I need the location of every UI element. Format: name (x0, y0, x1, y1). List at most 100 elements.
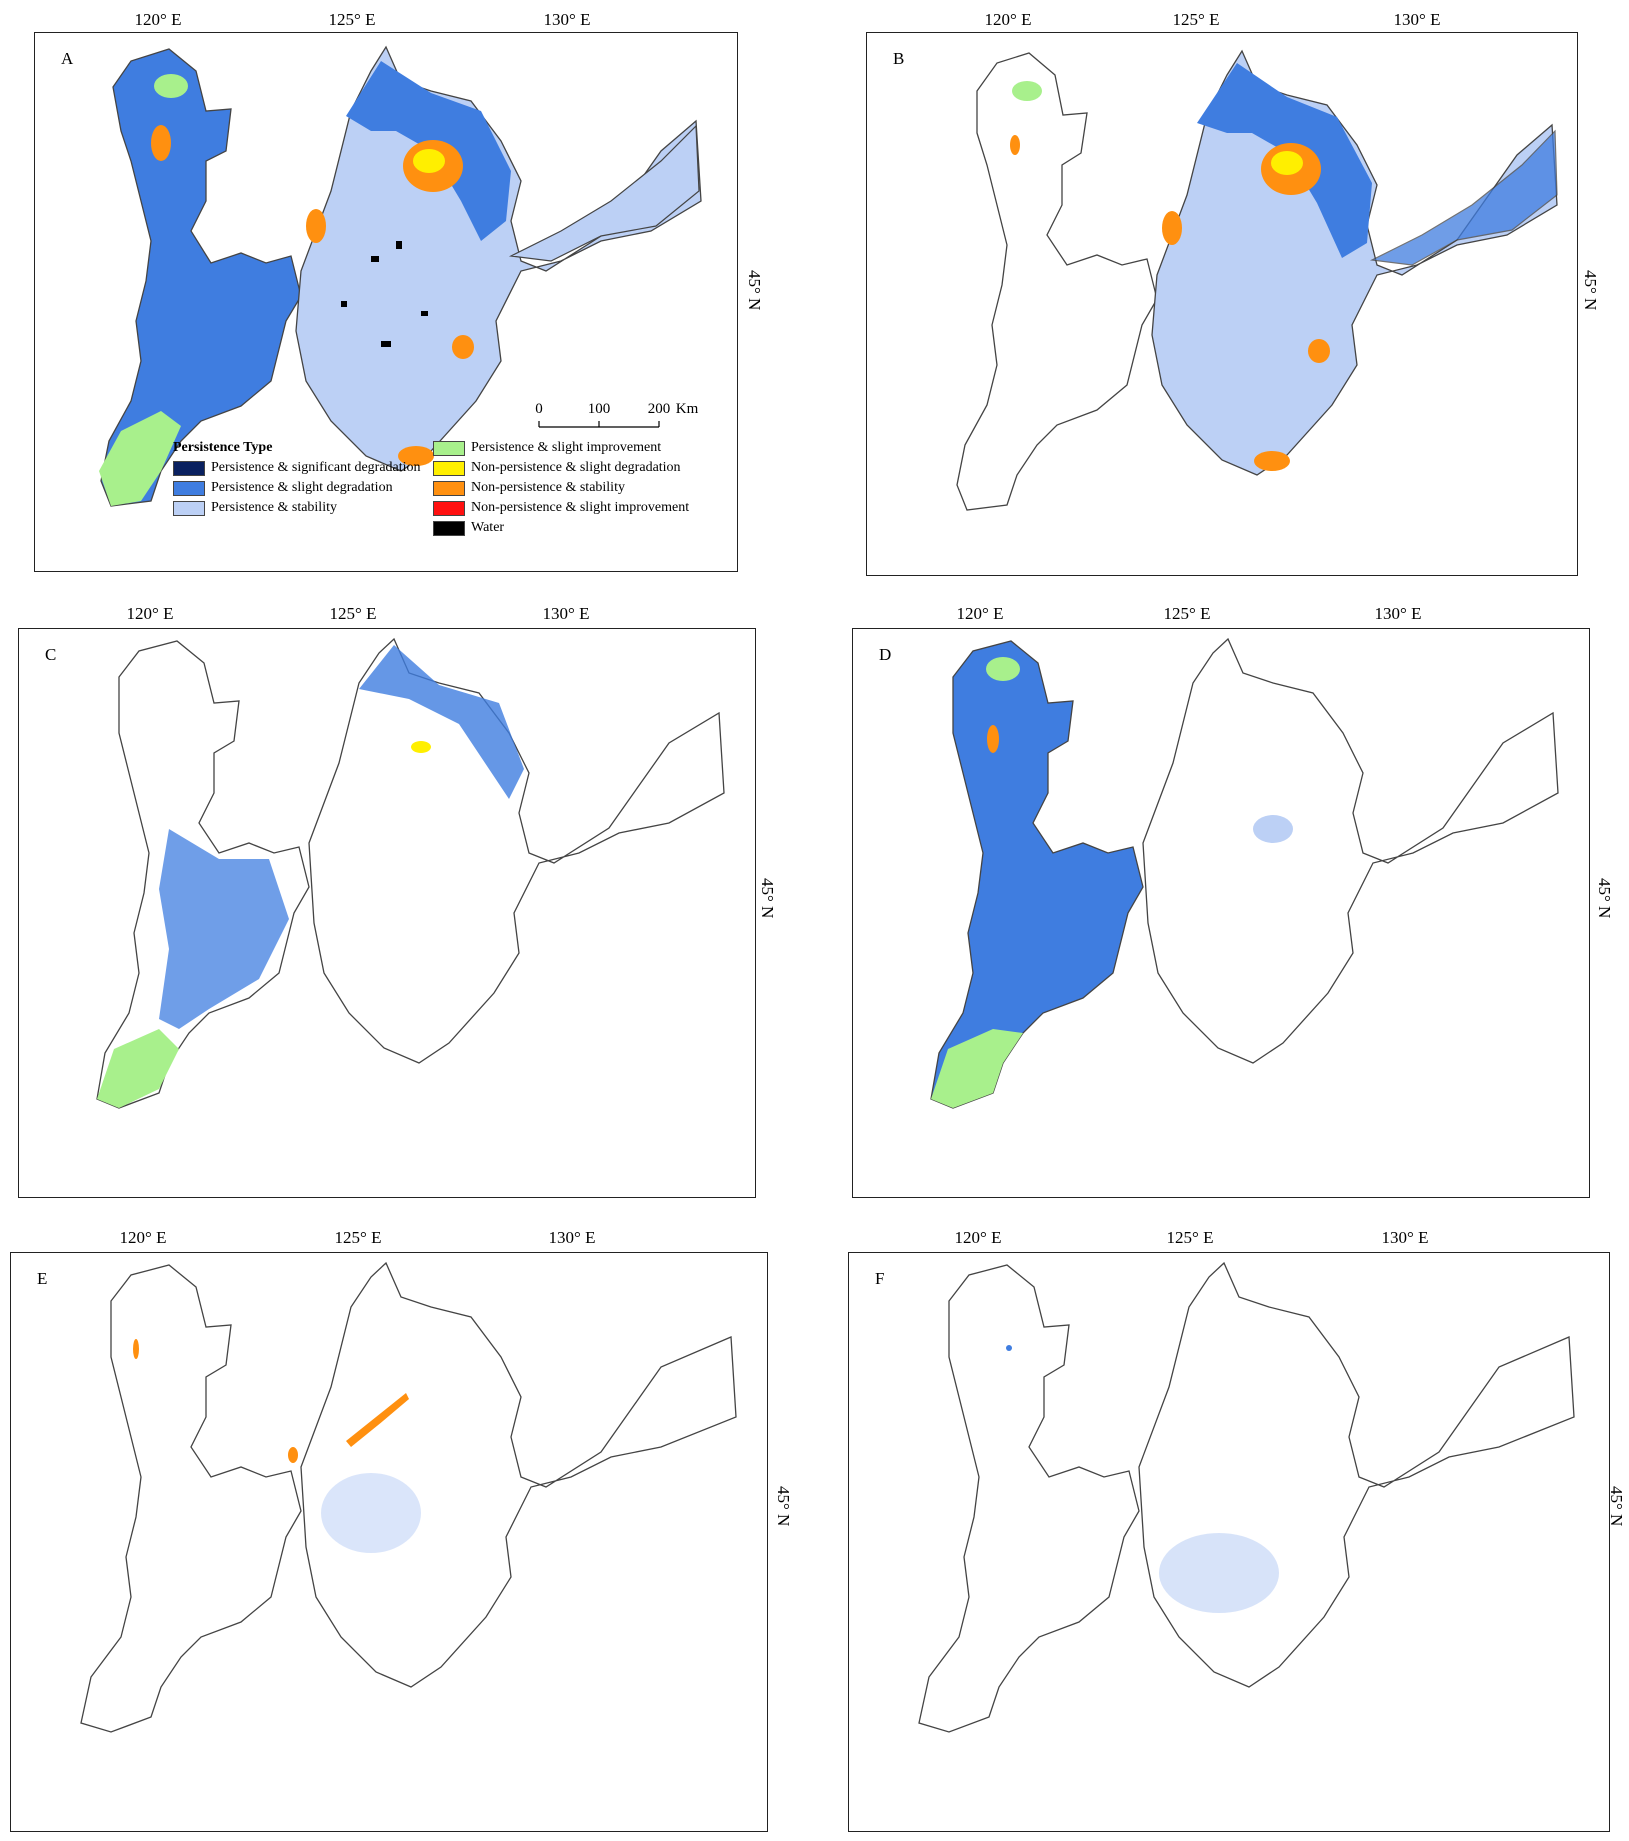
patch-yellow-a1 (413, 149, 445, 173)
patch-orange-e1 (346, 1393, 409, 1447)
lon-label-d-125: 125° E (1163, 604, 1211, 623)
lat-label-d: 45° N (1595, 878, 1614, 919)
lon-label-b-125: 125° E (1172, 10, 1220, 29)
legend-label: Non-persistence & stability (471, 480, 625, 495)
region-west-f (918, 1264, 1140, 1733)
region-west-b (956, 52, 1158, 511)
region-central-e (300, 1261, 737, 1688)
region-central-rim-b (1197, 63, 1372, 258)
legend-item-non-persistence-stability: Non-persistence & stability (433, 480, 625, 496)
patch-stability-d (1253, 815, 1293, 843)
map-panel-d: D (852, 628, 1590, 1198)
patch-orange-d (987, 725, 999, 753)
lon-label-c-130: 130° E (542, 604, 590, 623)
legend-swatch (433, 460, 465, 476)
scale-tick-0: 0 (535, 401, 543, 417)
lon-label-f-120: 120° E (954, 1228, 1002, 1247)
patch-orange-b2 (1162, 211, 1182, 245)
patch-orange-b5 (1010, 135, 1020, 155)
map-panel-f: F (848, 1252, 1610, 1832)
lat-label-b: 45° N (1581, 270, 1600, 311)
region-central-f (1138, 1261, 1575, 1688)
legend-swatch (173, 480, 205, 496)
lon-label-f-125: 125° E (1166, 1228, 1214, 1247)
lat-label-c: 45° N (758, 878, 777, 919)
lat-label-f: 45° N (1607, 1486, 1626, 1527)
map-panel-b: B (866, 32, 1578, 576)
legend-title: Persistence Type (173, 440, 273, 455)
legend-label: Non-persistence & slight degradation (471, 460, 681, 475)
patch-green-c (97, 1029, 179, 1108)
region-east-arm-b (1369, 129, 1558, 266)
region-central-c (308, 637, 725, 1064)
patch-blue-c2 (159, 829, 289, 1029)
patch-water-a5 (421, 311, 428, 316)
legend-swatch (433, 440, 465, 456)
map-f-regions (918, 1261, 1575, 1733)
scale-bar: 0 100 200 Km (529, 401, 709, 445)
panel-letter-b: B (893, 49, 905, 68)
lon-label-c-120: 120° E (126, 604, 174, 623)
legend-label: Persistence & slight degradation (211, 480, 393, 495)
patch-stability-e (321, 1473, 421, 1553)
lon-label-b-130: 130° E (1393, 10, 1441, 29)
patch-orange-e3 (133, 1339, 139, 1359)
patch-green-d (931, 1029, 1023, 1108)
region-central-d (1142, 637, 1559, 1064)
legend-label: Water (471, 520, 505, 535)
scale-tick-200: 200 (647, 401, 671, 417)
region-southwest-green-a (99, 411, 181, 506)
patch-water-a4 (341, 301, 347, 307)
legend: Persistence Type Persistence & significa… (133, 438, 733, 568)
patch-blue-f (1006, 1345, 1012, 1351)
legend-swatch (173, 460, 205, 476)
lon-label-e-125: 125° E (334, 1228, 382, 1247)
patch-orange-a3 (306, 209, 326, 243)
legend-item-water: Water (433, 520, 504, 536)
patch-orange-a2 (151, 125, 171, 161)
legend-item-slight-improvement: Persistence & slight improvement (433, 440, 661, 456)
patch-stability-f (1159, 1533, 1279, 1613)
map-panel-a: A 0 100 200 Km Persistence Type Persiste… (34, 32, 738, 572)
map-a-regions (99, 45, 702, 507)
map-b-regions (956, 49, 1558, 511)
patch-orange-a4 (452, 335, 474, 359)
patch-orange-e2 (288, 1447, 298, 1463)
patch-water-a3 (381, 341, 391, 347)
legend-label: Persistence & slight improvement (471, 440, 662, 455)
patch-water-a1 (371, 256, 379, 262)
lat-label-a: 45° N (745, 270, 764, 311)
legend-label: Non-persistence & slight improvement (471, 500, 690, 515)
panel-letter-f: F (875, 1269, 885, 1288)
legend-swatch (173, 500, 205, 516)
scale-unit: Km (675, 401, 699, 417)
region-central-rim-a (346, 61, 511, 241)
legend-label: Persistence & stability (211, 500, 337, 515)
patch-water-a2 (396, 241, 402, 249)
patch-blue-c1 (359, 645, 524, 799)
panel-letter-a: A (61, 49, 74, 68)
legend-swatch (433, 520, 465, 536)
patch-green-a (154, 74, 188, 98)
patch-orange-a5 (398, 446, 434, 466)
panel-letter-c: C (45, 645, 57, 664)
map-c-regions (96, 637, 725, 1109)
legend-swatch (433, 500, 465, 516)
legend-item-significant-degradation: Persistence & significant degradation (173, 460, 421, 476)
map-panel-e: E (10, 1252, 768, 1832)
region-west-d (930, 640, 1144, 1109)
patch-orange-b3 (1308, 339, 1330, 363)
patch-green-d2 (986, 657, 1020, 681)
map-d-regions (930, 637, 1559, 1109)
map-panel-c: C (18, 628, 756, 1198)
legend-item-slight-degradation: Persistence & slight degradation (173, 480, 393, 496)
region-west-a (100, 48, 302, 507)
lat-label-e: 45° N (774, 1486, 793, 1527)
lon-label-b-120: 120° E (984, 10, 1032, 29)
patch-orange-b4 (1254, 451, 1290, 471)
region-west-e (80, 1264, 302, 1733)
patch-green-b (1012, 81, 1042, 101)
legend-item-stability: Persistence & stability (173, 500, 337, 516)
legend-label: Persistence & significant degradation (211, 460, 421, 475)
legend-item-non-persistence-slight-improvement: Non-persistence & slight improvement (433, 500, 689, 516)
